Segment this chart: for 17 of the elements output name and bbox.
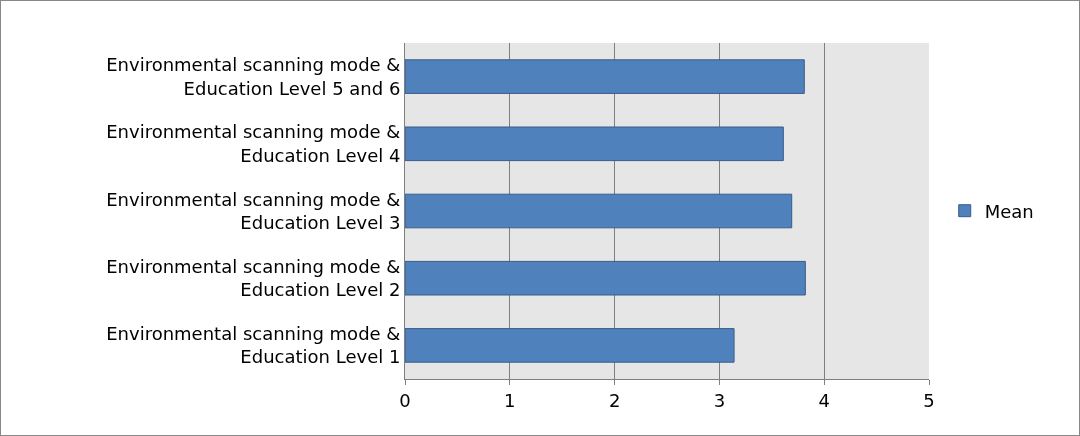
y-tick-label: Environmental scanning mode & Education Level 5 and 6 [106, 54, 401, 99]
bar [405, 260, 806, 296]
x-tick-label: 4 [818, 389, 830, 411]
x-tick-label: 1 [504, 389, 516, 411]
bar [405, 59, 805, 94]
x-tick-label: 0 [399, 389, 411, 411]
x-tick-label: 3 [713, 389, 726, 411]
legend-label: Mean [984, 200, 1034, 222]
y-tick-label: Environmental scanning mode & Education Level 3 [106, 188, 401, 233]
bar [405, 328, 735, 363]
y-tick-label: Environmental scanning mode & Education Level 2 [106, 255, 401, 301]
y-tick-label: Environmental scanning mode & Education Level 1 [106, 323, 401, 368]
x-tick-label: 5 [923, 389, 935, 411]
bar [405, 193, 793, 229]
bar [405, 126, 784, 162]
x-tick-label: 2 [608, 389, 621, 411]
y-tick-label: Environmental scanning mode & Education Level 4 [106, 121, 401, 166]
